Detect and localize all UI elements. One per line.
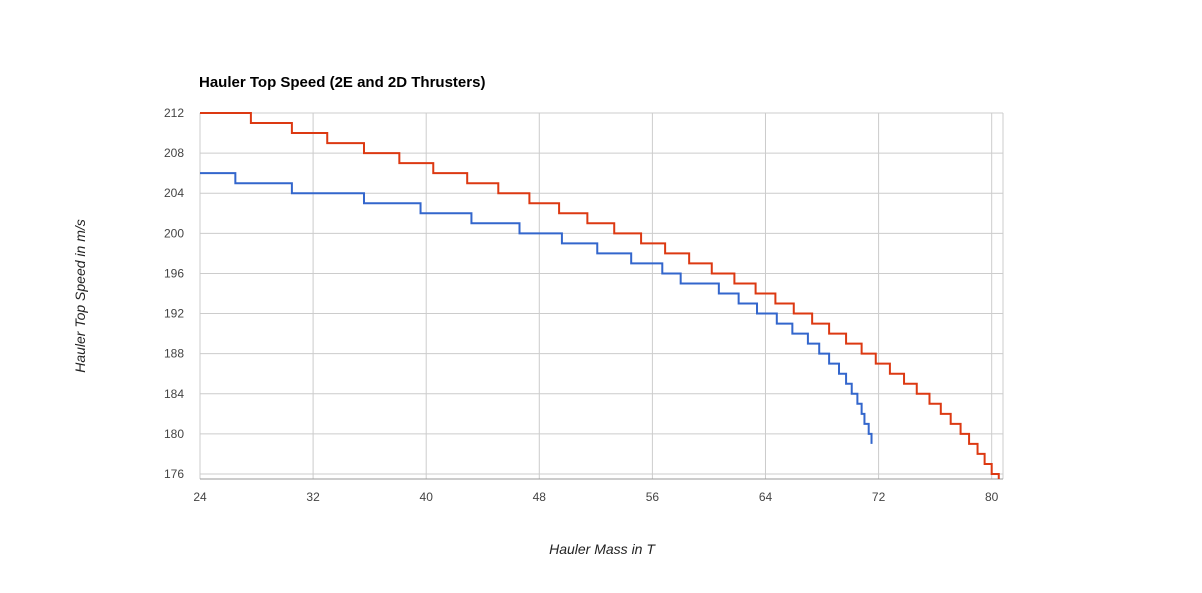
- y-axis-ticks: 176 180 184 188 192 196 200 204 208 212: [164, 106, 184, 481]
- y-tick-label: 212: [164, 106, 184, 120]
- y-tick-label: 196: [164, 266, 184, 280]
- y-tick-label: 180: [164, 427, 184, 441]
- series-lines: [200, 112, 1000, 479]
- y-tick-label: 208: [164, 146, 184, 160]
- x-tick-label: 64: [759, 490, 773, 504]
- x-axis-title: Hauler Mass in T: [549, 541, 656, 557]
- x-tick-label: 24: [193, 490, 207, 504]
- y-tick-label: 188: [164, 347, 184, 361]
- y-tick-label: 176: [164, 467, 184, 481]
- x-tick-label: 32: [306, 490, 320, 504]
- y-tick-label: 192: [164, 307, 184, 321]
- x-tick-label: 56: [646, 490, 660, 504]
- y-axis-title: Hauler Top Speed in m/s: [72, 219, 88, 373]
- y-tick-label: 204: [164, 186, 184, 200]
- x-tick-label: 80: [985, 490, 999, 504]
- x-tick-label: 72: [872, 490, 886, 504]
- gridlines: [199, 112, 1004, 480]
- series-line: [200, 172, 873, 444]
- y-tick-label: 184: [164, 387, 184, 401]
- series-line: [200, 112, 1000, 479]
- chart-title: Hauler Top Speed (2E and 2D Thrusters): [199, 74, 485, 91]
- x-tick-label: 48: [533, 490, 547, 504]
- y-tick-label: 200: [164, 226, 184, 240]
- x-axis-ticks: 24 32 40 48 56 64 72 80: [193, 490, 998, 504]
- x-tick-label: 40: [420, 490, 434, 504]
